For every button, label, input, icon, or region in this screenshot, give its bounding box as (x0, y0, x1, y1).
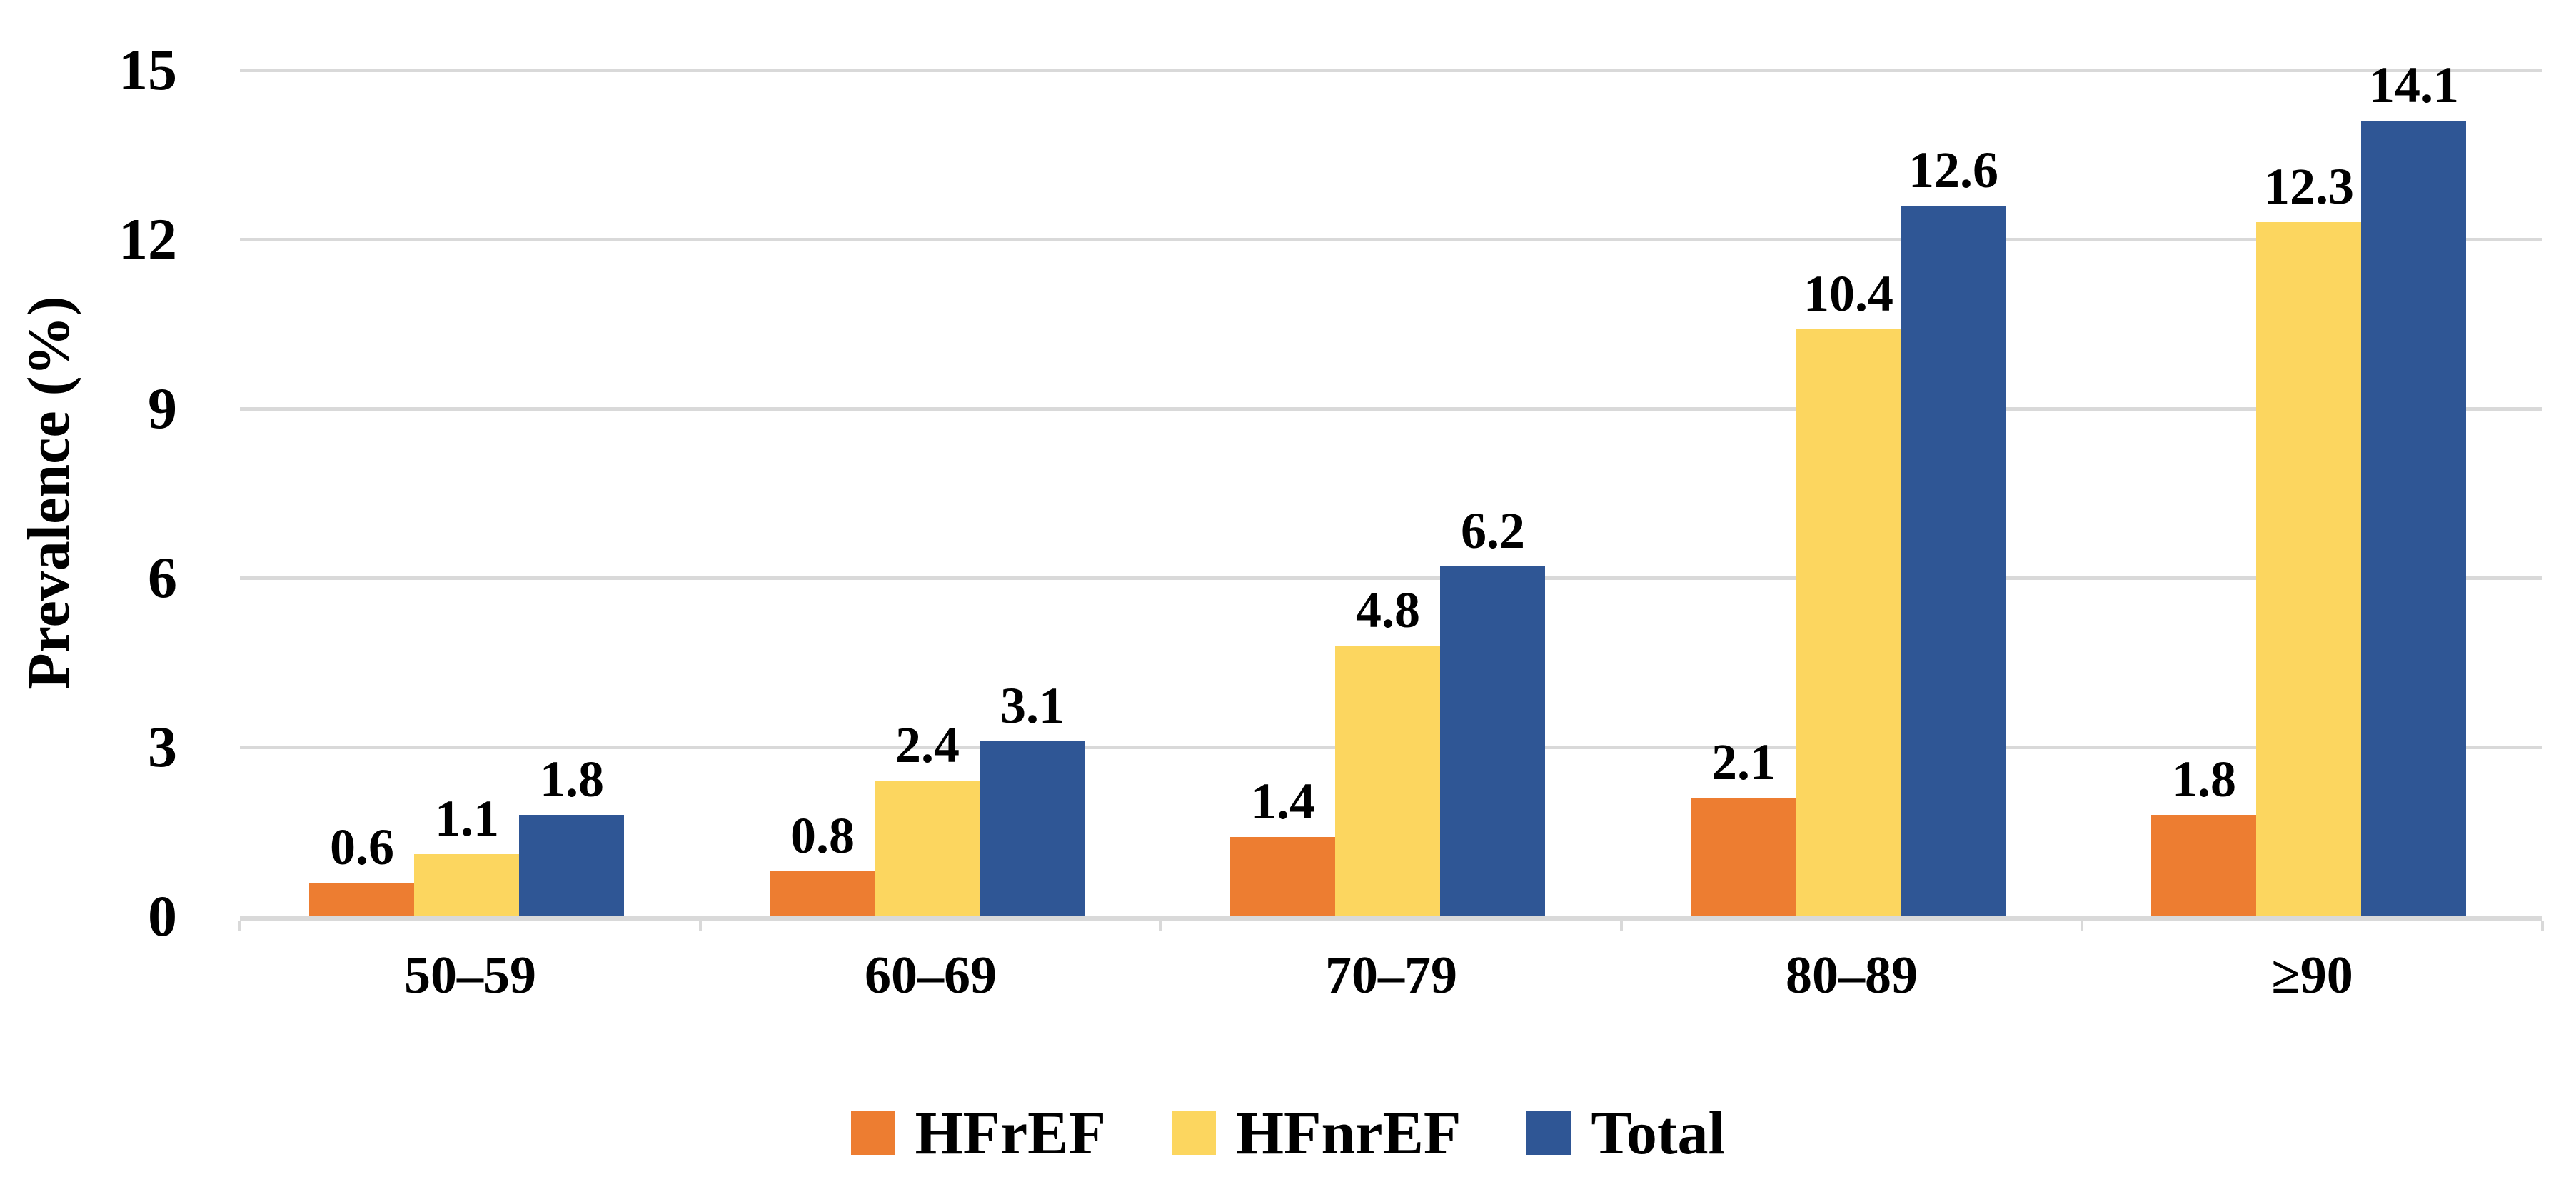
x-axis-tick (2081, 921, 2083, 931)
bar-hfnref-90 (2256, 222, 2361, 916)
legend-label-hfref: HFrEF (915, 1098, 1107, 1167)
bar-hfref-90 (2151, 815, 2256, 916)
bar-hfref-50-59 (309, 883, 414, 916)
x-axis-tick (238, 921, 241, 931)
bar-total-60-69 (980, 741, 1085, 916)
data-label-hfref-80-89: 2.1 (1711, 733, 1776, 791)
legend-swatch-total (1526, 1111, 1571, 1155)
gridline-y6 (240, 576, 2542, 580)
x-axis-tick (1159, 921, 1162, 931)
y-tick-label-12: 12 (119, 206, 177, 271)
gridline-y12 (240, 238, 2542, 241)
y-tick-label-15: 15 (119, 37, 177, 102)
gridline-y15 (240, 69, 2542, 72)
legend-item-total: Total (1526, 1101, 1725, 1165)
data-label-hfnref-70-79: 4.8 (1356, 581, 1420, 638)
x-axis-tick (2541, 921, 2544, 931)
gridline-y9 (240, 407, 2542, 411)
x-tick-label-70-79: 70–79 (1325, 946, 1457, 1005)
bar-hfnref-60-69 (875, 781, 980, 916)
x-axis-tick (699, 921, 702, 931)
x-axis-line (240, 916, 2542, 921)
bar-hfnref-70-79 (1335, 646, 1440, 916)
bar-total-90 (2361, 121, 2466, 916)
legend-item-hfnref: HFnrEF (1172, 1101, 1461, 1165)
legend-swatch-hfnref (1172, 1111, 1217, 1155)
data-label-hfnref-90: 12.3 (2264, 158, 2354, 215)
legend-swatch-hfref (850, 1111, 895, 1155)
legend-item-hfref: HFrEF (850, 1098, 1107, 1167)
x-tick-label-80-89: 80–89 (1786, 946, 1918, 1005)
y-axis-title: Prevalence (%) (16, 296, 82, 690)
y-tick-label-3: 3 (148, 714, 177, 779)
data-label-hfnref-80-89: 10.4 (1803, 265, 1893, 322)
bar-total-80-89 (1901, 206, 2006, 916)
legend-label-total: Total (1591, 1098, 1726, 1167)
data-label-total-80-89: 12.6 (1908, 141, 1998, 199)
bar-hfnref-50-59 (414, 854, 519, 916)
bar-total-50-59 (519, 815, 624, 916)
bar-total-70-79 (1440, 566, 1545, 916)
data-label-total-60-69: 3.1 (1000, 677, 1065, 734)
data-label-total-70-79: 6.2 (1461, 502, 1525, 559)
data-label-hfref-50-59: 0.6 (330, 818, 394, 876)
x-tick-label-50-59: 50–59 (404, 946, 536, 1005)
data-label-hfref-70-79: 1.4 (1251, 773, 1315, 830)
data-label-hfnref-50-59: 1.1 (435, 790, 499, 847)
bar-hfnref-80-89 (1796, 329, 1901, 916)
x-tick-label-90: ≥90 (2271, 946, 2353, 1005)
y-tick-label-0: 0 (148, 883, 177, 948)
data-label-hfref-60-69: 0.8 (790, 807, 855, 864)
data-label-total-90: 14.1 (2369, 56, 2459, 114)
bar-hfref-60-69 (770, 871, 875, 916)
x-tick-label-60-69: 60–69 (865, 946, 997, 1005)
bar-hfref-80-89 (1691, 798, 1796, 916)
y-tick-label-6: 6 (148, 545, 177, 610)
data-label-hfref-90: 1.8 (2172, 751, 2236, 808)
data-label-hfnref-60-69: 2.4 (895, 716, 960, 773)
legend-label-hfnref: HFnrEF (1236, 1098, 1461, 1167)
legend: HFrEF HFnrEF Total (0, 1100, 2576, 1166)
y-tick-label-9: 9 (148, 376, 177, 441)
bar-hfref-70-79 (1230, 837, 1335, 916)
x-axis-tick (1620, 921, 1623, 931)
data-label-total-50-59: 1.8 (540, 751, 604, 808)
